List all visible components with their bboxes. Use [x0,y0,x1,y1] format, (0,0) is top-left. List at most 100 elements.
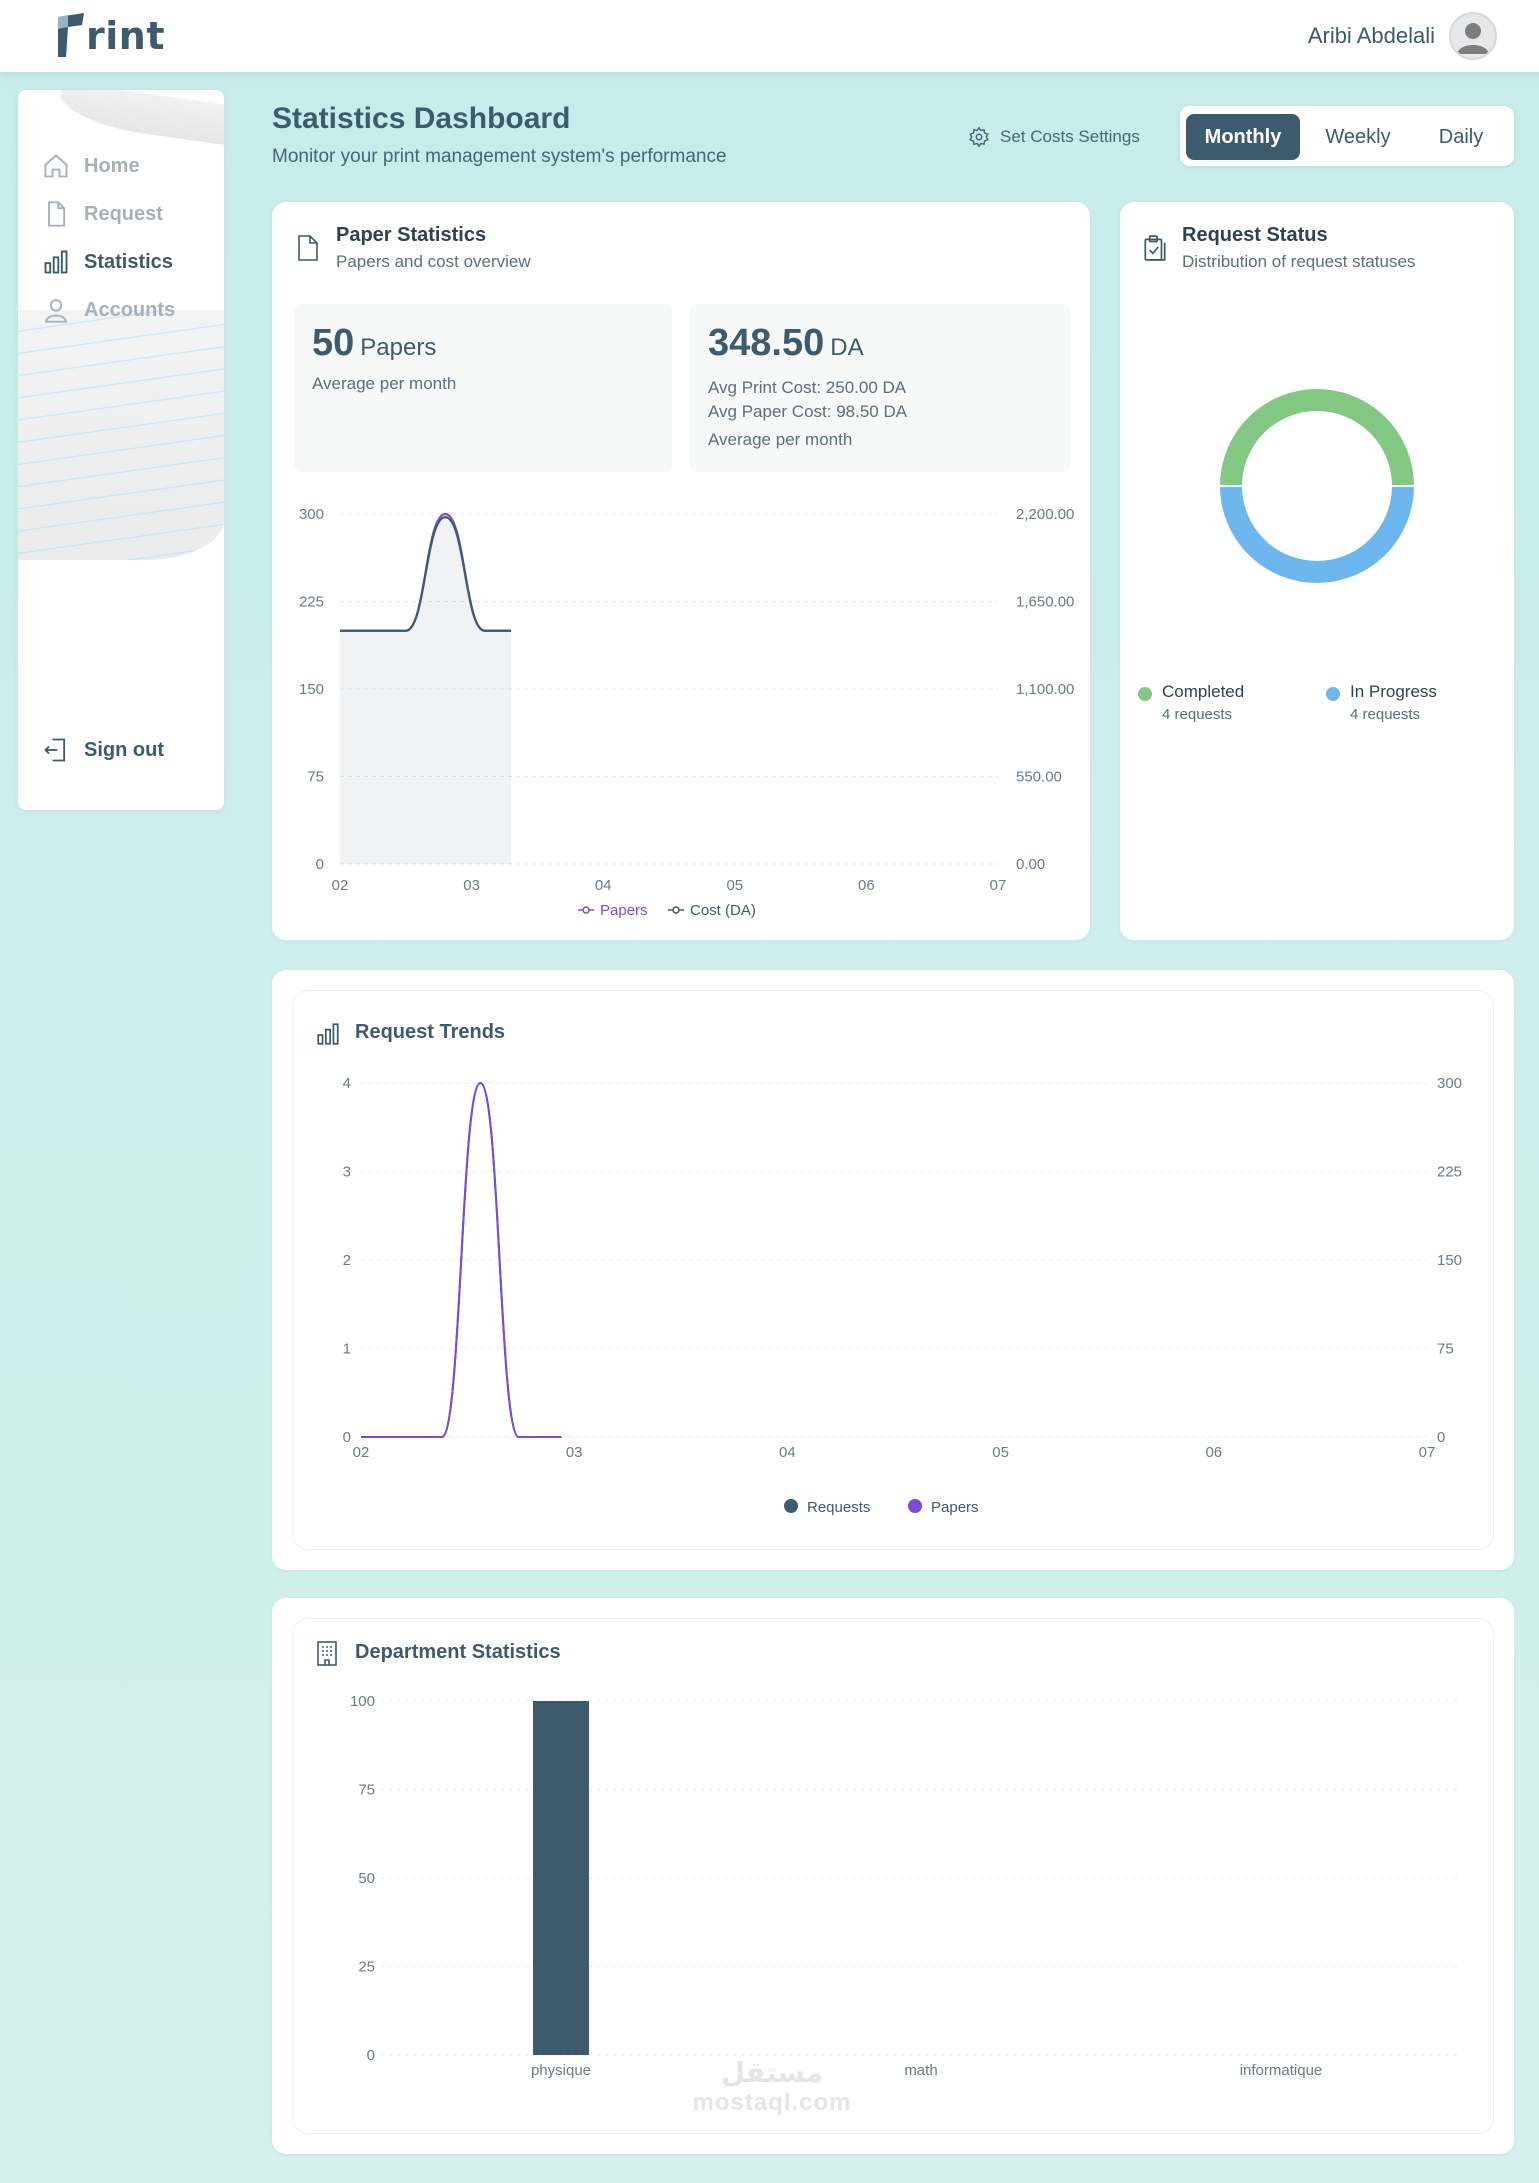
settings-label: Set Costs Settings [1000,127,1140,146]
request-trends-panel: Request Trends 0 1 2 3 4 0 75 150 225 300 02 03 04 05… [292,990,1494,1550]
x-tick-label: 05 [726,877,743,894]
clipboard-check-icon [1144,235,1166,261]
set-costs-settings-button[interactable]: Set Costs Settings [968,122,1140,152]
card-title: Request Trends [355,1021,506,1043]
y-left-tick-label: 150 [299,681,324,698]
x-tick-label: 03 [463,877,480,894]
bar-chart-icon [317,1023,339,1045]
gear-icon [969,126,989,148]
donut-slice-completed [1220,389,1414,486]
y-right-tick-label: 300 [1437,1075,1462,1092]
x-tick-label: math [904,2062,937,2079]
home-icon [44,154,68,178]
logo-text: rint [86,14,165,58]
series-line-papers [361,1081,562,1438]
period-toggle: Monthly Weekly Daily [1180,106,1514,166]
in-progress-dot [1326,687,1340,701]
signout-button[interactable]: Sign out [42,732,164,768]
cost-value: 348.50 DA [708,322,864,365]
legend-marker [784,1499,798,1513]
legend-text: Papers [931,1499,979,1516]
y-left-tick-label: 4 [343,1075,351,1092]
legend-label: In Progress [1350,682,1437,701]
legend-marker [582,906,590,914]
sidebar-item-accounts[interactable]: Accounts [42,292,175,328]
user-name: Aribi Abdelali [1307,23,1435,48]
y-tick-label: 0 [367,2047,375,2064]
donut-slice-in-progress [1220,486,1414,583]
watermark-latin: mostaql.com [692,2089,852,2116]
watermark-arabic: مستقل [720,2056,824,2089]
cost-unit: DA [830,334,864,361]
sidebar-item-label: Home [84,154,140,177]
papers-number: 50 [312,322,355,364]
bar-chart-icon [44,250,68,274]
paper-statistics-card: Paper Statistics Papers and cost overvie… [272,202,1090,940]
legend-count: 4 requests [1162,706,1233,723]
sidebar-item-statistics[interactable]: Statistics [42,244,173,280]
papers-value: 50 Papers [312,322,436,365]
series-line-cost-da- [340,516,512,632]
y-right-tick-label: 550.00 [1016,769,1062,786]
paper-decoration [18,310,224,560]
x-tick-label: physique [531,2062,591,2079]
print-cost-line: Avg Print Cost: 250.00 DA [708,378,907,397]
watermark: مستقل mostaql.com [672,2056,872,2117]
y-left-tick-label: 0 [316,856,324,873]
user-icon [45,299,67,323]
page-title: Statistics Dashboard [272,102,571,135]
y-right-tick-label: 1,650.00 [1016,594,1074,611]
cost-number: 348.50 [708,322,825,364]
department-statistics-panel: Department Statistics 0 25 50 75 100 physique… [292,1618,1494,2134]
y-right-tick-label: 225 [1437,1164,1462,1181]
papers-unit: Papers [360,334,437,361]
legend-in-progress: In Progress 4 requests [1326,682,1437,723]
legend-count: 4 requests [1350,706,1421,723]
department-statistics-chart: 0 25 50 75 100 physique math informatique [350,1693,1461,2079]
y-left-tick-label: 225 [299,594,324,611]
logo[interactable]: rint [54,10,165,62]
cost-stat-box: 348.50 DA Avg Print Cost: 250.00 DA Avg P… [690,304,1070,472]
x-tick-label: 05 [992,1444,1009,1461]
period-monthly-button[interactable]: Monthly [1186,114,1300,160]
y-tick-label: 100 [350,1693,375,1710]
user-menu[interactable]: Aribi Abdelali [1308,12,1497,60]
request-status-donut [1220,389,1414,583]
y-left-tick-label: 300 [299,506,324,523]
period-daily-button[interactable]: Daily [1438,125,1484,148]
completed-dot [1138,687,1152,701]
legend-text: Cost (DA) [690,902,756,919]
series-area [340,514,512,864]
sidebar-item-label: Accounts [84,298,176,321]
y-right-tick-label: 2,200.00 [1016,506,1074,523]
top-bar: rint Aribi Abdelali [0,0,1539,72]
page-subtitle: Monitor your print management system's p… [272,146,727,167]
y-left-tick-label: 2 [343,1252,351,1269]
x-tick-label: 07 [1419,1444,1436,1461]
y-right-tick-label: 1,100.00 [1016,681,1074,698]
y-right-tick-label: 0 [1437,1429,1445,1446]
card-title: Paper Statistics [336,224,487,246]
x-tick-label: 06 [858,877,875,894]
papers-caption: Average per month [312,374,457,393]
sidebar-item-request[interactable]: Request [42,196,163,232]
x-tick-label: 06 [1205,1444,1222,1461]
paper-statistics-chart: 0 75 150 225 300 0.00 550.00 1,100.00 1,650.00 2,… [299,506,1074,919]
sidebar-item-label: Request [84,202,163,225]
y-right-tick-label: 150 [1437,1252,1462,1269]
cost-caption: Average per month [708,430,853,449]
y-tick-label: 75 [358,1782,375,1799]
building-icon [317,1641,337,1666]
x-tick-label: 04 [595,877,612,894]
y-tick-label: 50 [358,1870,375,1887]
papers-stat-box: 50 Papers Average per month [294,304,672,472]
sidebar-item-home[interactable]: Home [42,148,140,184]
sign-out-icon [44,738,66,762]
legend-text: Requests [807,1499,870,1516]
x-tick-label: 02 [332,877,349,894]
card-title: Request Status [1182,224,1328,246]
avatar[interactable] [1449,12,1497,60]
card-subtitle: Distribution of request statuses [1182,252,1416,271]
x-tick-label: 04 [779,1444,796,1461]
period-weekly-button[interactable]: Weekly [1325,125,1391,148]
